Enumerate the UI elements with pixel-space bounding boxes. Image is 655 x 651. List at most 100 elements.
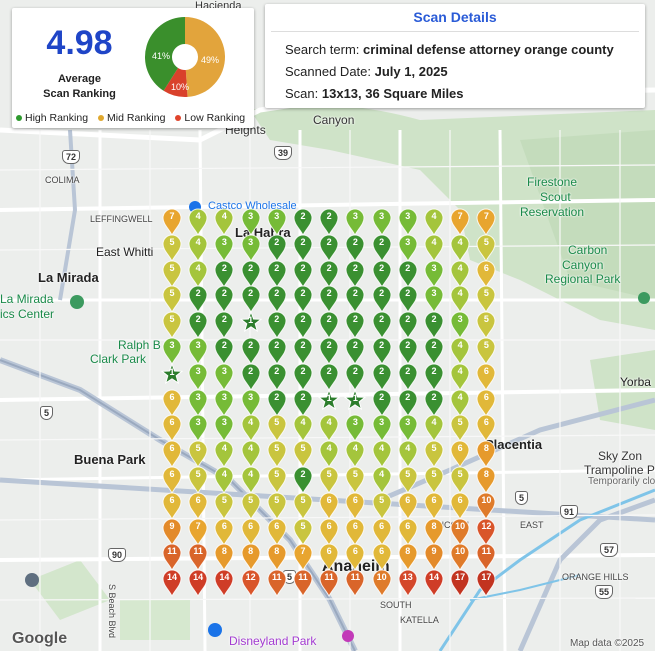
rank-pin[interactable]: 2 bbox=[187, 311, 209, 340]
rank-pin[interactable]: 5 bbox=[423, 466, 445, 494]
rank-pin[interactable]: 6 bbox=[344, 543, 366, 572]
rank-pin[interactable]: 2 bbox=[318, 234, 340, 262]
rank-pin[interactable]: 5 bbox=[187, 440, 209, 469]
rank-pin[interactable]: 6 bbox=[423, 492, 445, 520]
rank-pin[interactable]: 2 bbox=[266, 285, 288, 314]
rank-pin[interactable]: 2 bbox=[213, 260, 235, 288]
rank-pin[interactable]: 2 bbox=[397, 363, 419, 391]
rank-pin[interactable]: 3 bbox=[161, 337, 183, 365]
rank-pin[interactable]: 4 bbox=[449, 337, 471, 365]
rank-pin[interactable]: 6 bbox=[371, 518, 393, 546]
rank-pin[interactable]: 2 bbox=[292, 285, 314, 314]
rank-pin[interactable]: 4 bbox=[397, 440, 419, 469]
rank-pin[interactable]: 5 bbox=[292, 440, 314, 469]
rank-pin[interactable]: 3 bbox=[240, 234, 262, 262]
rank-pin[interactable]: 2 bbox=[292, 389, 314, 417]
rank-pin[interactable]: 12 bbox=[240, 569, 262, 598]
rank-pin[interactable]: 6 bbox=[318, 543, 340, 572]
rank-pin[interactable]: 2 bbox=[213, 285, 235, 314]
rank-pin[interactable]: 5 bbox=[266, 492, 288, 520]
rank-pin[interactable]: 2 bbox=[213, 311, 235, 340]
rank-pin[interactable]: 11 bbox=[292, 569, 314, 598]
rank-pin[interactable]: 5 bbox=[266, 440, 288, 469]
rank-pin[interactable]: 5 bbox=[292, 492, 314, 520]
rank-pin[interactable]: 4 bbox=[318, 414, 340, 443]
rank-pin[interactable]: 4 bbox=[187, 234, 209, 262]
rank-pin[interactable]: 5 bbox=[475, 285, 497, 314]
rank-pin[interactable]: 2 bbox=[423, 337, 445, 365]
rank-pin[interactable]: 2 bbox=[423, 311, 445, 340]
rank-pin[interactable]: 4 bbox=[187, 260, 209, 288]
rank-pin[interactable]: 4 bbox=[449, 285, 471, 314]
rank-pin[interactable]: 6 bbox=[161, 440, 183, 469]
rank-pin[interactable]: 2 bbox=[423, 363, 445, 391]
rank-star-pin[interactable]: 1 bbox=[318, 388, 341, 417]
rank-pin[interactable]: 5 bbox=[449, 466, 471, 494]
rank-pin[interactable]: 7 bbox=[187, 518, 209, 546]
rank-pin[interactable]: 2 bbox=[292, 208, 314, 236]
rank-pin[interactable]: 2 bbox=[397, 389, 419, 417]
rank-pin[interactable]: 2 bbox=[318, 337, 340, 365]
rank-pin[interactable]: 5 bbox=[161, 311, 183, 340]
rank-pin[interactable]: 2 bbox=[344, 234, 366, 262]
rank-pin[interactable]: 8 bbox=[266, 543, 288, 572]
rank-pin[interactable]: 2 bbox=[240, 285, 262, 314]
rank-pin[interactable]: 5 bbox=[344, 466, 366, 494]
rank-pin[interactable]: 6 bbox=[240, 518, 262, 546]
rank-pin[interactable]: 2 bbox=[371, 363, 393, 391]
rank-pin[interactable]: 2 bbox=[397, 337, 419, 365]
rank-pin[interactable]: 6 bbox=[266, 518, 288, 546]
rank-pin[interactable]: 3 bbox=[187, 337, 209, 365]
rank-pin[interactable]: 4 bbox=[240, 466, 262, 494]
rank-pin[interactable]: 2 bbox=[187, 285, 209, 314]
rank-pin[interactable]: 3 bbox=[397, 414, 419, 443]
rank-pin[interactable]: 6 bbox=[344, 492, 366, 520]
rank-pin[interactable]: 2 bbox=[344, 337, 366, 365]
rank-pin[interactable]: 11 bbox=[266, 569, 288, 598]
rank-pin[interactable]: 4 bbox=[423, 234, 445, 262]
rank-pin[interactable]: 5 bbox=[449, 414, 471, 443]
rank-pin[interactable]: 6 bbox=[449, 440, 471, 469]
rank-pin[interactable]: 2 bbox=[318, 260, 340, 288]
rank-pin[interactable]: 5 bbox=[213, 492, 235, 520]
rank-pin[interactable]: 6 bbox=[344, 518, 366, 546]
rank-pin[interactable]: 2 bbox=[266, 260, 288, 288]
rank-pin[interactable]: 3 bbox=[397, 234, 419, 262]
rank-pin[interactable]: 4 bbox=[187, 208, 209, 236]
rank-pin[interactable]: 2 bbox=[318, 208, 340, 236]
rank-pin[interactable]: 4 bbox=[423, 208, 445, 236]
rank-star-pin[interactable]: 1 bbox=[239, 311, 262, 339]
rank-pin[interactable]: 6 bbox=[371, 543, 393, 572]
rank-pin[interactable]: 4 bbox=[213, 466, 235, 494]
rank-pin[interactable]: 14 bbox=[213, 569, 235, 598]
rank-pin[interactable]: 3 bbox=[371, 208, 393, 236]
rank-pin[interactable]: 11 bbox=[187, 543, 209, 572]
rank-pin[interactable]: 11 bbox=[161, 543, 183, 572]
rank-pin[interactable]: 8 bbox=[213, 543, 235, 572]
rank-pin[interactable]: 5 bbox=[161, 260, 183, 288]
rank-pin[interactable]: 7 bbox=[449, 208, 471, 236]
rank-pin[interactable]: 3 bbox=[423, 260, 445, 288]
rank-pin[interactable]: 14 bbox=[161, 569, 183, 598]
rank-pin[interactable]: 3 bbox=[187, 389, 209, 417]
rank-pin[interactable]: 2 bbox=[371, 234, 393, 262]
rank-pin[interactable]: 6 bbox=[161, 466, 183, 494]
rank-pin[interactable]: 2 bbox=[397, 285, 419, 314]
rank-pin[interactable]: 2 bbox=[318, 285, 340, 314]
rank-pin[interactable]: 4 bbox=[213, 440, 235, 469]
rank-pin[interactable]: 4 bbox=[213, 208, 235, 236]
rank-pin[interactable]: 5 bbox=[266, 414, 288, 443]
rank-pin[interactable]: 2 bbox=[344, 311, 366, 340]
rank-pin[interactable]: 5 bbox=[161, 234, 183, 262]
rank-pin[interactable]: 6 bbox=[397, 492, 419, 520]
rank-pin[interactable]: 10 bbox=[475, 492, 497, 520]
rank-pin[interactable]: 4 bbox=[292, 414, 314, 443]
rank-pin[interactable]: 3 bbox=[266, 208, 288, 236]
rank-pin[interactable]: 2 bbox=[397, 311, 419, 340]
rank-pin[interactable]: 2 bbox=[371, 337, 393, 365]
rank-pin[interactable]: 5 bbox=[475, 311, 497, 340]
rank-pin[interactable]: 8 bbox=[475, 466, 497, 494]
rank-pin[interactable]: 6 bbox=[187, 492, 209, 520]
rank-star-pin[interactable]: 1 bbox=[344, 388, 367, 417]
rank-pin[interactable]: 5 bbox=[371, 492, 393, 520]
